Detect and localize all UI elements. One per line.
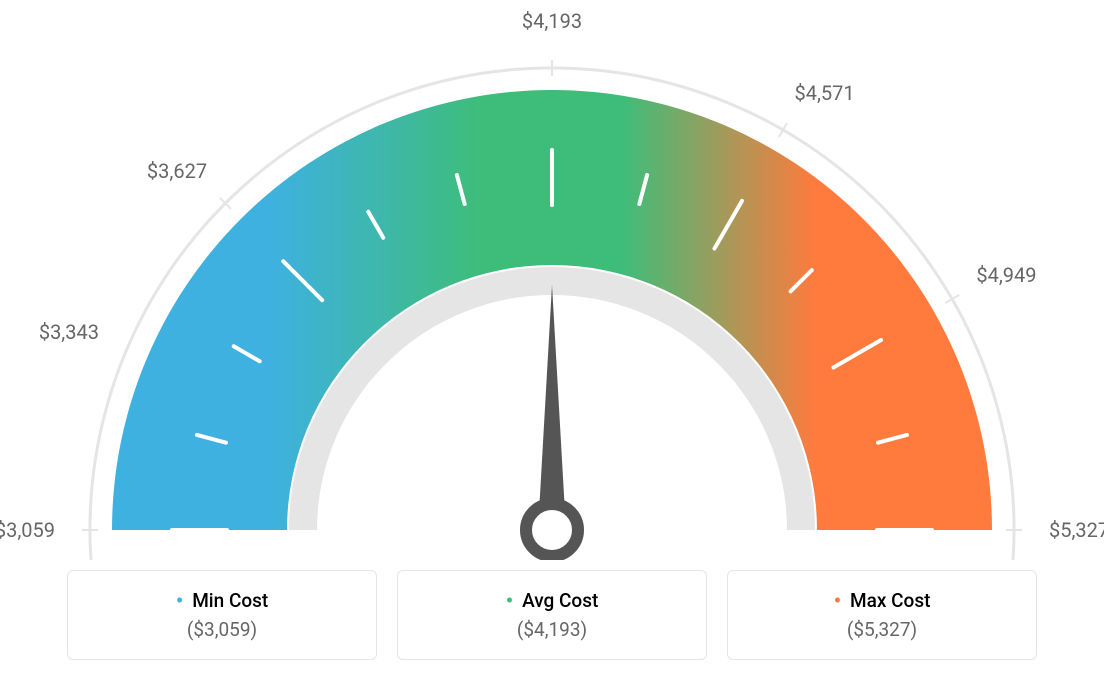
gauge-tick-label: $4,949 [976,262,1036,286]
legend-title-min: • Min Cost [68,589,376,612]
gauge-tick-label: $3,059 [0,518,55,542]
legend-label-avg: Avg Cost [522,589,598,612]
gauge-tick-label: $3,343 [39,320,99,344]
legend-label-max: Max Cost [850,589,930,612]
legend-value-max: ($5,327) [728,618,1036,641]
gauge-tick-label: $5,327 [1049,518,1104,542]
legend-title-max: • Max Cost [728,589,1036,612]
legend-value-avg: ($4,193) [398,618,706,641]
gauge-tick-label: $4,571 [794,80,854,104]
legend-row: • Min Cost ($3,059) • Avg Cost ($4,193) … [0,570,1104,660]
legend-title-avg: • Avg Cost [398,589,706,612]
legend-card-avg: • Avg Cost ($4,193) [397,570,707,660]
legend-value-min: ($3,059) [68,618,376,641]
gauge-svg [0,0,1104,560]
gauge-tick-label: $4,193 [522,9,582,33]
legend-card-min: • Min Cost ($3,059) [67,570,377,660]
cost-gauge: $3,059 $3,343 $3,627 $4,193 $4,571 $4,949 $5,3… [0,0,1104,560]
legend-card-max: • Max Cost ($5,327) [727,570,1037,660]
gauge-tick-label: $3,627 [147,159,207,183]
legend-label-min: Min Cost [192,589,268,612]
